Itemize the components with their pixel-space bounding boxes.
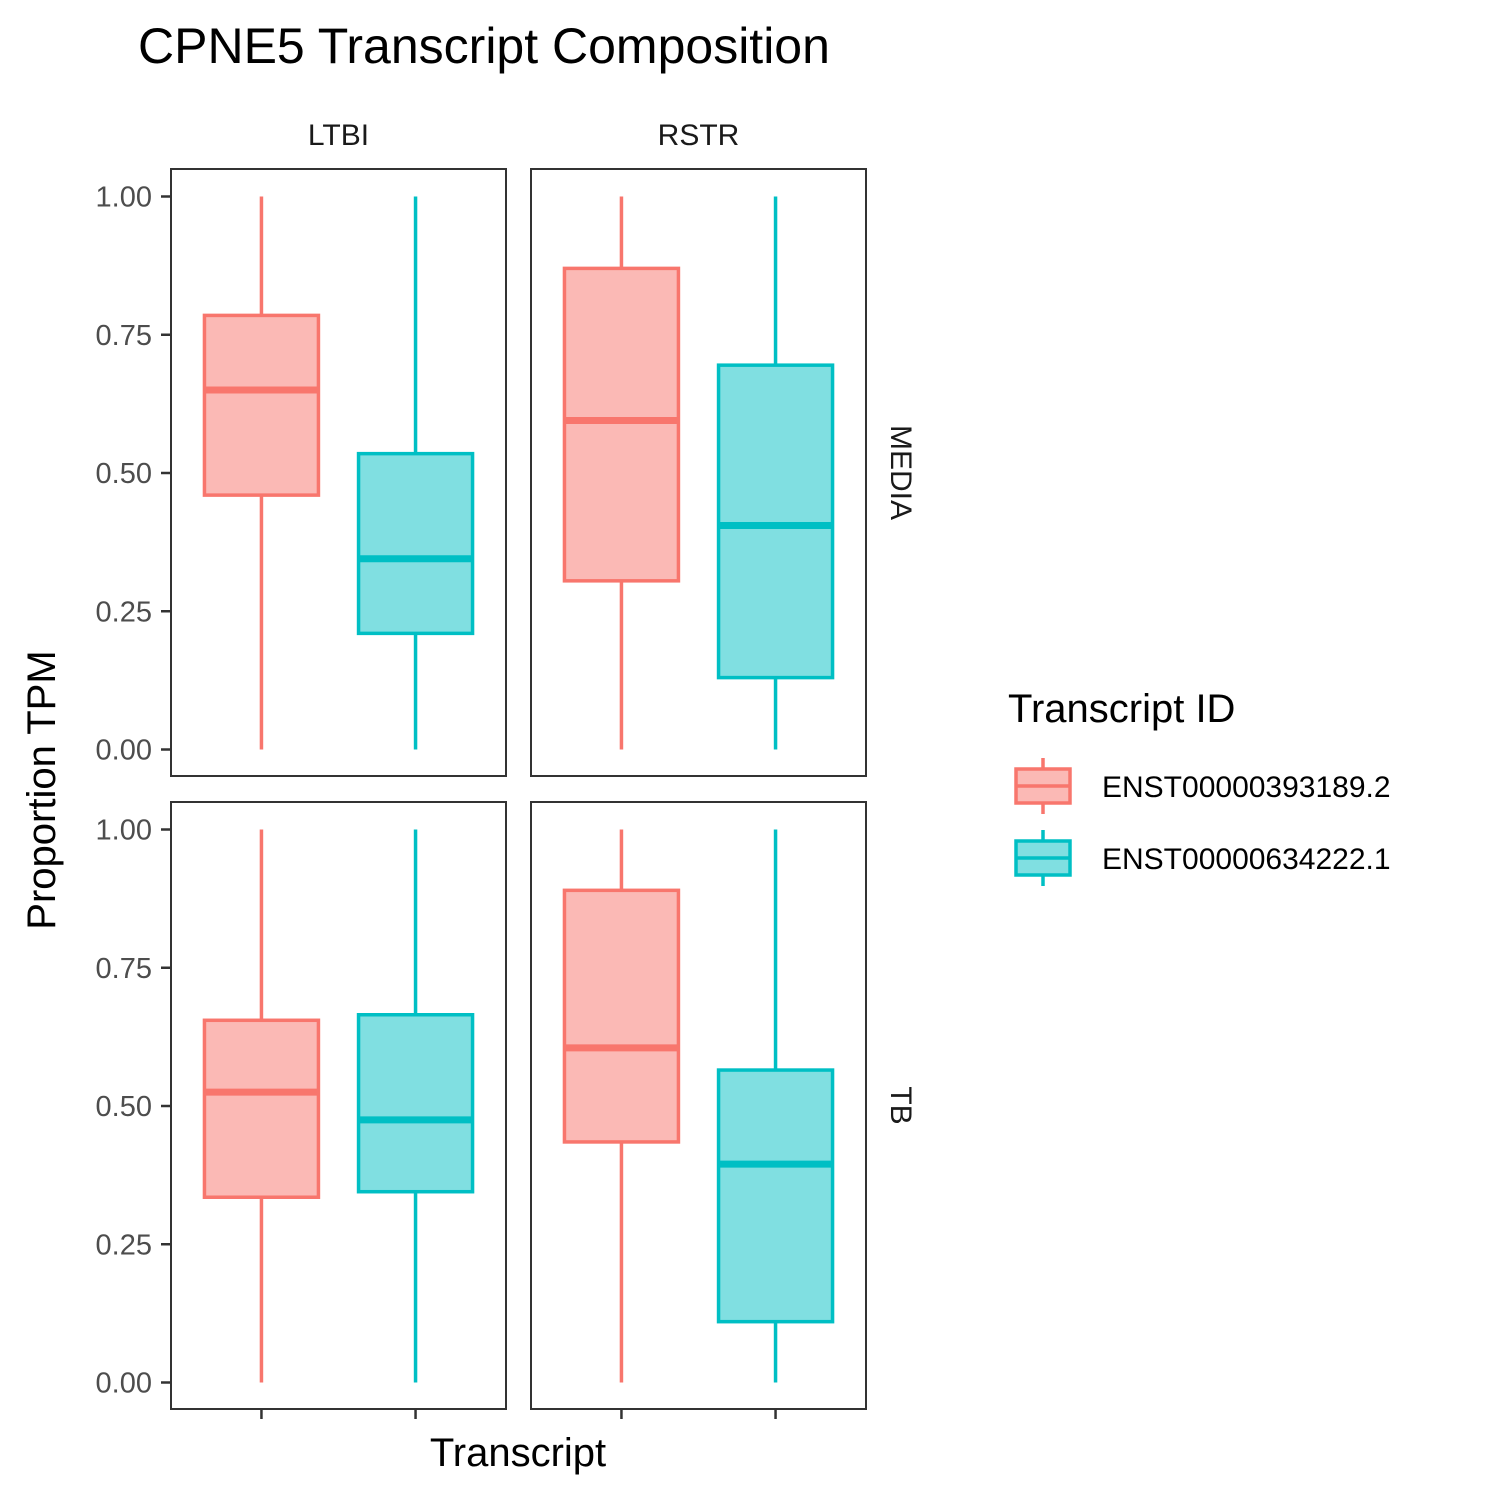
strip-label-ltbi: LTBI xyxy=(308,119,369,152)
legend-item: ENST00000393189.2 xyxy=(1014,758,1391,814)
y-tick-label: 0.50 xyxy=(96,458,152,490)
box-iqr xyxy=(562,888,681,1144)
box-iqr xyxy=(716,1068,835,1324)
y-tick-label: 0.00 xyxy=(96,1368,152,1400)
legend-title: Transcript ID xyxy=(1008,687,1235,731)
x-axis-title: Transcript xyxy=(430,1431,606,1475)
box-iqr xyxy=(356,1013,475,1194)
facet-panels: 0.00 0.25 0.50 0.75 1.00 LTBI RSTR MEDIA 0.00 0.2… xyxy=(96,119,917,1419)
box-iqr xyxy=(202,313,321,497)
box-ENST00000634222.1 xyxy=(356,196,475,750)
y-tick-label: 0.75 xyxy=(96,953,152,985)
box-ENST00000393189.2 xyxy=(202,829,321,1383)
panel-border xyxy=(530,801,867,1410)
y-tick-label: 1.00 xyxy=(96,815,152,847)
panel-rstr-media: RSTR MEDIA xyxy=(530,119,917,777)
y-tick-label: 0.75 xyxy=(96,320,152,352)
box-ENST00000634222.1 xyxy=(716,829,835,1383)
legend: Transcript ID ENST00000393189.2 ENST00000… xyxy=(1008,687,1391,886)
panel-ltbi-tb: 0.00 0.25 0.50 0.75 1.00 xyxy=(96,801,507,1419)
legend-label: ENST00000393189.2 xyxy=(1102,771,1391,804)
strip-label-media: MEDIA xyxy=(884,425,917,520)
box-iqr xyxy=(356,451,475,636)
y-tick-label: 0.25 xyxy=(96,1229,152,1261)
box-iqr xyxy=(202,1018,321,1199)
box-ENST00000634222.1 xyxy=(356,829,475,1383)
panel-ltbi-media: 0.00 0.25 0.50 0.75 1.00 LTBI xyxy=(96,119,507,777)
box-ENST00000634222.1 xyxy=(716,196,835,750)
box-iqr xyxy=(562,266,681,583)
y-axis-title: Proportion TPM xyxy=(20,650,64,929)
strip-label-rstr: RSTR xyxy=(658,119,740,152)
panel-border xyxy=(530,168,867,777)
chart-title: CPNE5 Transcript Composition xyxy=(138,18,830,74)
box-ENST00000393189.2 xyxy=(562,829,681,1383)
box-ENST00000393189.2 xyxy=(562,196,681,750)
y-tick-label: 0.50 xyxy=(96,1091,152,1123)
y-tick-label: 0.00 xyxy=(96,735,152,767)
strip-label-tb: TB xyxy=(884,1086,917,1124)
y-tick-label: 1.00 xyxy=(96,182,152,214)
y-tick-label: 0.25 xyxy=(96,596,152,628)
box-ENST00000393189.2 xyxy=(202,196,321,750)
legend-item: ENST00000634222.1 xyxy=(1014,830,1391,886)
legend-label: ENST00000634222.1 xyxy=(1102,843,1391,876)
panel-rstr-tb: TB xyxy=(530,801,917,1419)
box-iqr xyxy=(716,363,835,680)
